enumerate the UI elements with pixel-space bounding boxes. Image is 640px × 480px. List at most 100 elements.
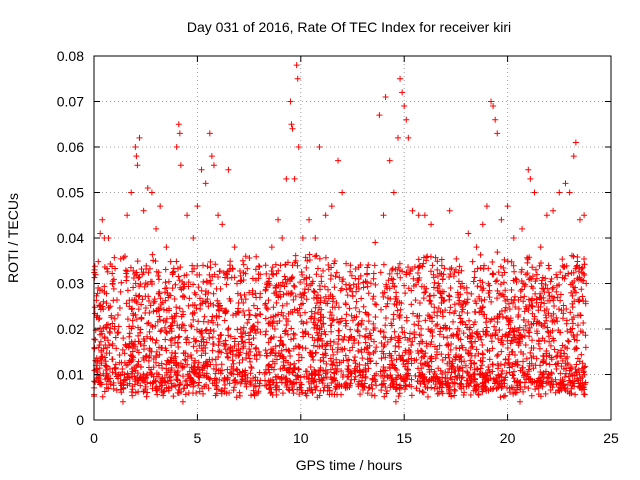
y-axis-label: ROTI / TECUs <box>5 193 21 283</box>
data-point <box>492 116 499 123</box>
data-point <box>299 235 306 241</box>
data-point <box>314 394 321 401</box>
x-tick-label: 5 <box>194 430 202 446</box>
y-tick-label: 0.05 <box>57 185 84 201</box>
x-axis-label: GPS time / hours <box>296 457 403 473</box>
data-point <box>394 134 401 141</box>
data-point <box>111 326 118 332</box>
data-point <box>421 212 428 219</box>
data-point <box>409 207 416 214</box>
data-point <box>347 262 354 269</box>
y-tick-label: 0.08 <box>57 48 84 64</box>
data-point <box>122 253 129 260</box>
data-point <box>525 166 532 173</box>
data-point <box>289 125 296 132</box>
data-point <box>399 89 406 96</box>
y-tick-label: 0.03 <box>57 276 84 292</box>
data-point <box>177 162 184 169</box>
data-point <box>210 162 217 169</box>
data-point <box>95 285 102 292</box>
data-point <box>157 203 164 210</box>
grid-lines <box>94 56 611 420</box>
data-point <box>294 75 301 82</box>
data-point <box>556 189 563 196</box>
data-point <box>268 244 275 251</box>
data-point <box>428 221 435 228</box>
data-point <box>275 216 282 223</box>
data-cloud <box>91 249 589 401</box>
y-axis-ticks: 0 0.01 0.02 0.03 0.04 0.05 0.06 0.07 0.08 <box>57 48 611 428</box>
x-tick-label: 15 <box>396 430 412 446</box>
data-point <box>233 394 240 401</box>
data-point <box>128 189 135 196</box>
data-point <box>473 244 480 251</box>
data-point <box>405 134 412 141</box>
data-point <box>184 212 191 219</box>
data-point <box>550 207 557 214</box>
data-point <box>287 98 294 105</box>
data-point <box>119 398 126 405</box>
data-point <box>246 289 253 296</box>
data-point <box>124 212 131 219</box>
data-point <box>208 153 215 160</box>
data-point <box>306 216 313 223</box>
data-point <box>479 221 486 228</box>
data-point <box>459 280 466 287</box>
data-point <box>566 189 573 196</box>
data-point <box>148 189 155 196</box>
data-point <box>316 144 323 150</box>
data-point <box>401 103 408 110</box>
data-point <box>510 235 517 241</box>
data-point <box>434 266 441 273</box>
data-point <box>339 189 346 196</box>
data-point <box>498 216 505 223</box>
data-point <box>415 212 422 219</box>
data-point <box>390 189 397 196</box>
data-point <box>446 207 453 214</box>
data-point <box>363 271 370 278</box>
data-point <box>109 280 116 287</box>
data-point <box>440 271 447 278</box>
data-point <box>570 153 577 160</box>
data-point <box>219 221 226 228</box>
data-point <box>215 212 222 219</box>
data-point <box>543 212 550 219</box>
data-point <box>488 98 495 105</box>
data-point <box>372 239 379 246</box>
data-point <box>206 130 213 137</box>
data-point <box>262 262 269 269</box>
data-point <box>163 244 170 251</box>
data-point <box>312 235 319 241</box>
x-tick-label: 25 <box>603 430 619 446</box>
data-point <box>99 216 106 223</box>
chart-title: Day 031 of 2016, Rate Of TEC Index for r… <box>187 19 511 35</box>
data-point <box>293 62 300 69</box>
data-point <box>97 230 104 237</box>
data-point <box>295 144 302 150</box>
data-point <box>380 212 387 219</box>
data-point <box>144 184 151 191</box>
data-point <box>452 266 459 273</box>
data-point <box>494 130 501 137</box>
data-point <box>256 380 263 387</box>
data-point <box>231 244 238 251</box>
data-point <box>252 312 259 319</box>
data-point <box>335 157 342 164</box>
data-point <box>288 121 295 128</box>
data-point <box>376 112 383 119</box>
y-tick-label: 0 <box>76 412 84 428</box>
data-point <box>519 225 526 232</box>
x-axis-ticks: 0 5 10 15 20 25 <box>90 56 619 446</box>
data-point <box>496 380 503 387</box>
data-point <box>403 116 410 123</box>
data-point <box>465 230 472 237</box>
data-point <box>504 203 511 210</box>
data-point <box>279 235 286 241</box>
data-point <box>175 121 182 128</box>
data-point <box>169 271 176 278</box>
data-point <box>490 103 497 110</box>
data-point <box>382 93 389 100</box>
data-point <box>202 180 209 187</box>
data-point <box>153 225 160 232</box>
data-point <box>190 235 197 241</box>
